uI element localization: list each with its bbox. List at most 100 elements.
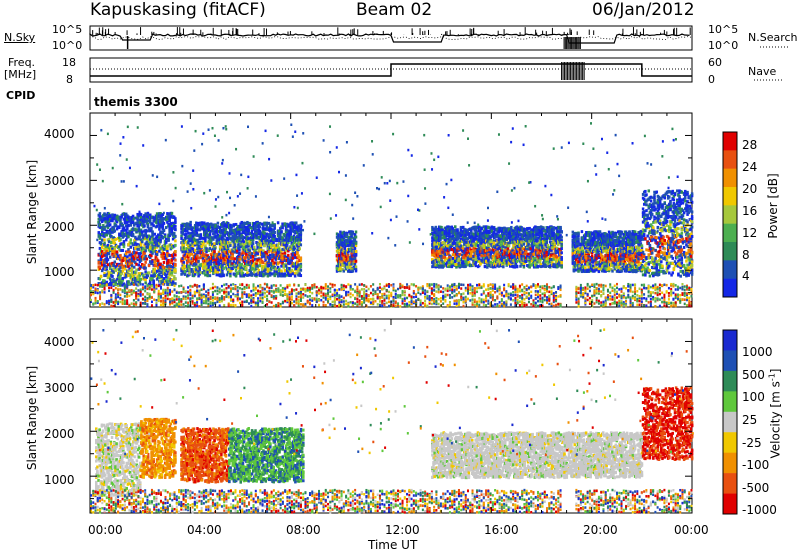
data-cell [198, 246, 201, 250]
data-cell [342, 269, 346, 273]
data-cell [105, 213, 109, 217]
data-cell [234, 222, 238, 226]
data-cell [201, 263, 205, 267]
data-cell [130, 256, 134, 260]
data-cell [108, 267, 112, 271]
data-cell [470, 254, 473, 258]
data-cell [128, 267, 131, 271]
data-cell [228, 250, 231, 254]
data-cell [130, 264, 134, 268]
data-cell [131, 281, 135, 285]
data-cell [273, 224, 276, 228]
data-cell [137, 226, 141, 230]
data-cell [215, 242, 219, 246]
data-cell [201, 256, 205, 260]
data-cell [164, 275, 168, 279]
data-cell [111, 219, 114, 223]
data-cell [185, 235, 189, 239]
data-cell [462, 260, 465, 264]
data-cell [443, 242, 447, 246]
data-cell [245, 239, 248, 243]
data-cell [159, 238, 162, 242]
data-cell [99, 241, 103, 245]
data-cell [106, 225, 110, 229]
data-cell [99, 274, 103, 278]
data-cell [241, 271, 245, 275]
data-cell [151, 251, 154, 255]
data-cell [217, 235, 221, 239]
data-cell [197, 240, 200, 244]
data-cell [242, 251, 246, 255]
data-cell [228, 267, 231, 271]
data-cell [148, 229, 152, 233]
data-cell [510, 229, 513, 233]
data-cell [136, 212, 139, 216]
data-cell [174, 220, 177, 224]
data-cell [123, 253, 127, 257]
data-cell [205, 247, 208, 251]
data-cell [121, 266, 125, 270]
data-cell [128, 262, 131, 266]
data-cell [162, 260, 166, 264]
data-cell [245, 252, 248, 256]
data-cell [113, 241, 117, 245]
data-cell [221, 245, 224, 249]
data-cell [222, 252, 225, 256]
data-cell [182, 267, 186, 271]
data-cell [248, 240, 251, 244]
data-cell [115, 220, 119, 224]
data-cell [121, 224, 125, 228]
data-cell [199, 271, 203, 275]
data-cell [454, 255, 457, 259]
data-cell [206, 233, 209, 237]
data-cell [135, 228, 138, 232]
data-cell [107, 271, 111, 275]
data-cell [188, 271, 191, 275]
data-cell [273, 261, 276, 265]
data-cell [124, 257, 128, 261]
data-cell [137, 237, 141, 241]
data-cell [146, 246, 150, 250]
data-cell [116, 257, 120, 261]
data-cell [224, 265, 228, 269]
data-cell [193, 272, 197, 276]
data-cell [185, 261, 189, 265]
data-cell [162, 252, 166, 256]
data-cell [215, 230, 219, 234]
data-cell [492, 241, 496, 245]
data-cell [156, 266, 160, 270]
data-cell [216, 270, 220, 274]
data-cell [111, 247, 114, 251]
data-cell [214, 269, 217, 273]
data-cell [103, 242, 106, 246]
data-cell [144, 260, 147, 264]
data-cell [474, 260, 478, 264]
data-cell [212, 251, 215, 255]
data-cell [143, 257, 146, 261]
data-cell [103, 238, 106, 242]
data-cell [100, 269, 104, 273]
data-cell [140, 263, 144, 267]
data-cell [164, 273, 168, 277]
data-cell [200, 221, 204, 225]
data-cell [199, 233, 203, 237]
data-cell [156, 238, 160, 242]
data-cell [129, 238, 133, 242]
data-cell [353, 238, 357, 242]
data-cell [203, 229, 206, 233]
data-cell [106, 243, 110, 247]
data-cell [112, 263, 115, 267]
data-cell [293, 255, 297, 259]
data-cell [174, 217, 177, 221]
data-cell [208, 247, 212, 251]
data-cell [150, 240, 153, 244]
data-cell [247, 228, 250, 232]
data-cell [98, 277, 102, 281]
data-cell [193, 248, 197, 252]
data-cell [197, 259, 200, 263]
data-cell [502, 244, 505, 248]
data-cell [111, 274, 114, 278]
data-cell [263, 231, 266, 235]
data-cell [343, 246, 347, 250]
data-cell [273, 234, 276, 238]
